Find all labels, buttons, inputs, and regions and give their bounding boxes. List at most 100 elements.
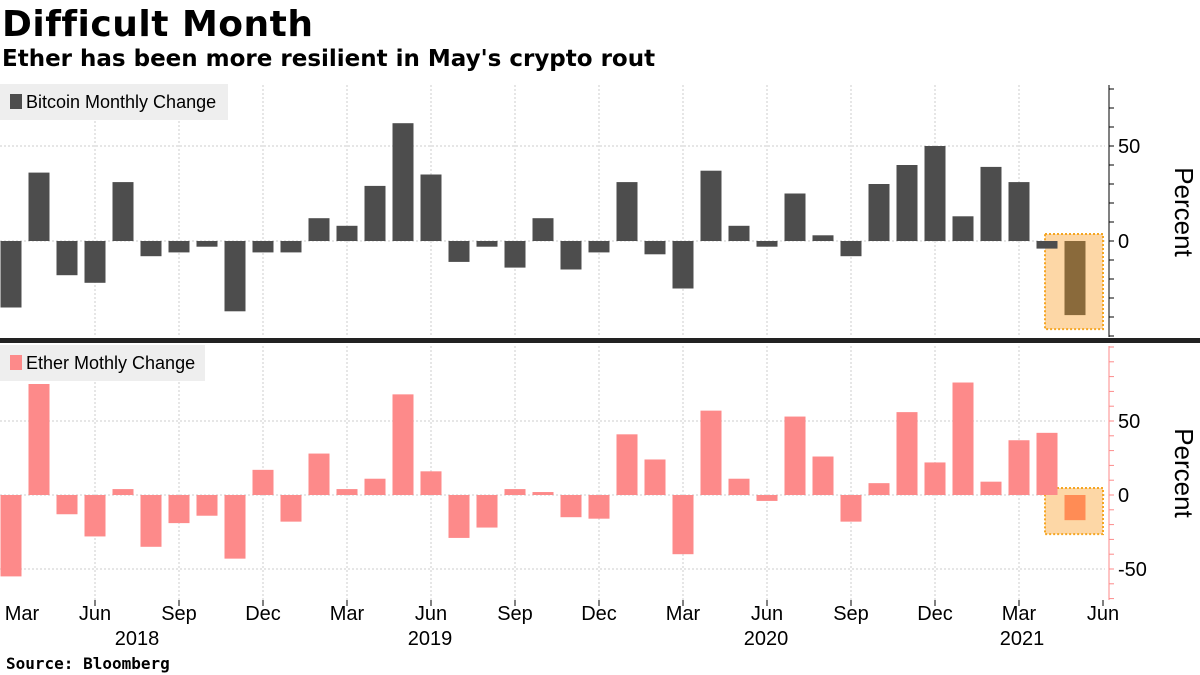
x-month-label: Dec xyxy=(917,603,953,625)
ether-bar xyxy=(56,495,78,515)
bitcoin-bar xyxy=(168,241,190,253)
bitcoin-bar xyxy=(560,241,582,270)
ether-bar xyxy=(28,384,50,495)
y-tick-label: 50 xyxy=(1118,411,1140,433)
y-tick-label: 50 xyxy=(1118,136,1140,158)
x-month-label: Jun xyxy=(415,603,447,625)
ether-bar xyxy=(1008,440,1030,495)
ether-bar xyxy=(196,495,218,516)
bitcoin-bar xyxy=(112,182,134,241)
bitcoin-bar xyxy=(812,235,834,241)
ether-bar xyxy=(896,412,918,495)
bitcoin-bar xyxy=(840,241,862,257)
legend-box xyxy=(0,84,228,120)
bitcoin-bar xyxy=(420,174,442,241)
bitcoin-bar xyxy=(756,241,778,247)
bitcoin-bar xyxy=(1008,182,1030,241)
ether-bar xyxy=(280,495,302,522)
bitcoin-bar xyxy=(56,241,78,276)
legend-box xyxy=(0,345,205,381)
bitcoin-bar xyxy=(308,218,330,241)
y-tick-label: 0 xyxy=(1118,485,1129,507)
ether-bar xyxy=(532,492,554,495)
ether-bar xyxy=(560,495,582,518)
ether-bar xyxy=(392,394,414,495)
legend-label: Ether Mothly Change xyxy=(26,353,195,373)
bitcoin-bar xyxy=(476,241,498,247)
legend-swatch xyxy=(10,94,22,109)
ether-bar xyxy=(84,495,106,537)
ether-bar xyxy=(952,382,974,495)
legend-label: Bitcoin Monthly Change xyxy=(26,92,216,112)
bitcoin-bar xyxy=(616,182,638,241)
ether-bar xyxy=(336,489,358,495)
ether-bar xyxy=(868,483,890,495)
bitcoin-bar xyxy=(280,241,302,253)
ether-bar xyxy=(0,495,22,577)
bitcoin-bar xyxy=(700,170,722,241)
x-month-label: Jun xyxy=(79,603,111,625)
y-axis-title: Percent xyxy=(1169,167,1199,257)
source-note: Source: Bloomberg xyxy=(6,654,170,673)
ether-bar xyxy=(448,495,470,538)
chart-subtitle: Ether has been more resilient in May's c… xyxy=(2,46,656,72)
bitcoin-bar xyxy=(532,218,554,241)
ether-bar xyxy=(728,478,750,495)
ether-bar xyxy=(364,478,386,495)
y-tick-label: 0 xyxy=(1118,231,1129,253)
ether-bar xyxy=(700,410,722,495)
bitcoin-bar xyxy=(0,241,22,308)
ether-bar xyxy=(224,495,246,559)
ether-bar xyxy=(308,453,330,495)
x-month-label: Mar xyxy=(666,603,701,625)
chart-title: Difficult Month xyxy=(2,4,314,45)
ether-bar xyxy=(812,456,834,495)
ether-bar xyxy=(252,469,274,495)
bitcoin-bar xyxy=(252,241,274,253)
x-month-label: Sep xyxy=(833,603,869,625)
x-month-label: Sep xyxy=(497,603,533,625)
bitcoin-bar xyxy=(672,241,694,289)
y-tick-label: -50 xyxy=(1118,559,1147,581)
x-month-label: Dec xyxy=(245,603,281,625)
ether-bar xyxy=(112,489,134,495)
bitcoin-bar xyxy=(224,241,246,312)
bitcoin-bar xyxy=(28,172,50,241)
ether-bar xyxy=(756,495,778,501)
bitcoin-bar xyxy=(1064,241,1086,316)
ether-bar xyxy=(168,495,190,524)
ether-bar xyxy=(644,459,666,495)
bitcoin-bar xyxy=(980,166,1002,241)
ether-bar xyxy=(980,481,1002,495)
x-month-label: Dec xyxy=(581,603,617,625)
bitcoin-bar xyxy=(728,225,750,241)
bitcoin-bar xyxy=(1036,241,1058,249)
bitcoin-bar xyxy=(196,241,218,247)
bitcoin-bar xyxy=(84,241,106,283)
y-axis-title: Percent xyxy=(1169,428,1199,518)
ether-bar xyxy=(1064,495,1086,521)
x-year-label: 2020 xyxy=(744,628,789,650)
x-month-label: Sep xyxy=(161,603,197,625)
bitcoin-bar xyxy=(784,193,806,241)
bitcoin-bar xyxy=(868,184,890,241)
ether-bar xyxy=(588,495,610,519)
x-month-label: Mar xyxy=(330,603,365,625)
bitcoin-bar xyxy=(448,241,470,262)
legend-swatch xyxy=(10,355,22,370)
x-month-label: Jun xyxy=(1087,603,1119,625)
x-year-label: 2021 xyxy=(1000,628,1045,650)
x-month-label: Jun xyxy=(751,603,783,625)
ether-bar xyxy=(840,495,862,522)
ether-bar xyxy=(140,495,162,547)
bitcoin-bar xyxy=(336,225,358,241)
bitcoin-bar xyxy=(952,216,974,241)
x-year-label: 2019 xyxy=(408,628,453,650)
bitcoin-bar xyxy=(588,241,610,253)
ether-bar xyxy=(1036,432,1058,495)
bitcoin-bar xyxy=(504,241,526,268)
bitcoin-bar xyxy=(924,146,946,241)
ether-bar xyxy=(784,416,806,495)
ether-bar xyxy=(504,489,526,495)
